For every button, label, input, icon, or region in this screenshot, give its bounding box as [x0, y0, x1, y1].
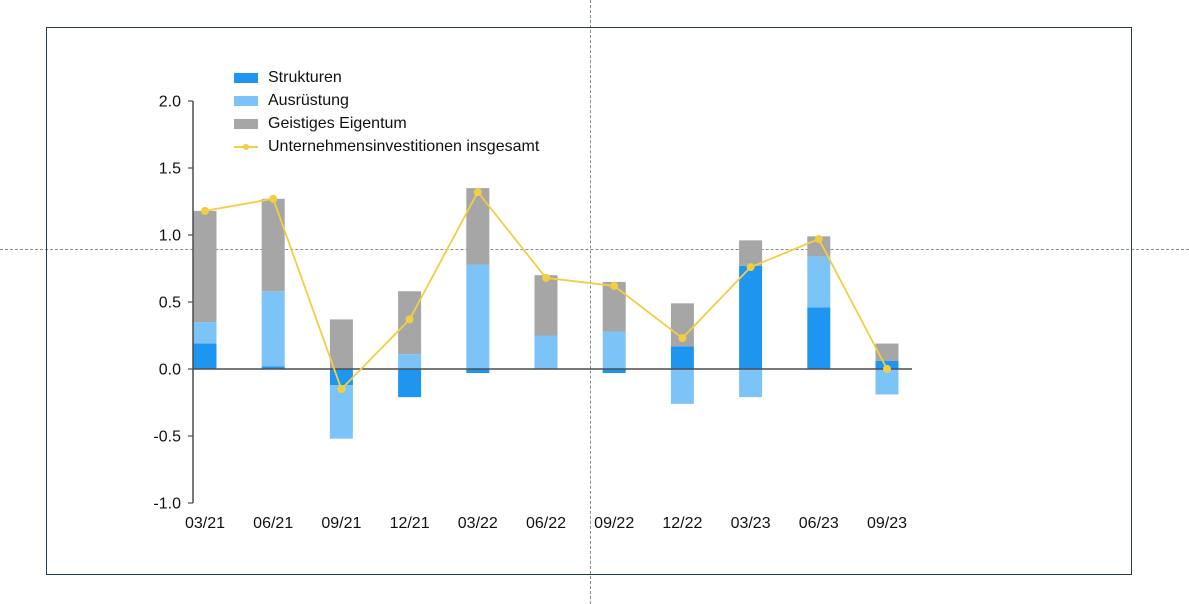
y-tick-label: 0.5	[159, 295, 181, 312]
total-point-12-21	[405, 315, 414, 324]
bar-strukturen-09-22	[602, 369, 626, 374]
vertical-guide-line	[590, 0, 591, 604]
y-tick-label: 0.0	[159, 362, 181, 379]
legend-label-total: Unternehmensinvestitionen insgesamt	[268, 138, 540, 155]
horizontal-guide-line	[0, 249, 1189, 250]
legend-label-geistiges-eigentum: Geistiges Eigentum	[268, 115, 407, 132]
x-tick-label: 06/21	[253, 515, 293, 532]
total-point-06-22	[542, 273, 550, 282]
total-point-09-21	[337, 385, 346, 394]
x-tick-label: 12/22	[662, 515, 702, 532]
bar-geistiges-eigentum-03-22	[466, 188, 490, 265]
legend-swatch-strukturen	[234, 72, 258, 83]
legend-item-total: Unternehmensinvestitionen insgesamt	[234, 135, 539, 158]
bar-geistiges-eigentum-06-21	[261, 198, 285, 292]
bar-geistiges-eigentum-09-22	[602, 281, 626, 332]
total-point-03-21	[201, 206, 209, 215]
x-tick-label: 03/22	[458, 515, 498, 532]
legend-item-ausruestung: Ausrüstung	[234, 89, 539, 112]
total-point-09-22	[610, 281, 619, 290]
total-point-03-23	[746, 263, 755, 272]
bar-geistiges-eigentum-12-22	[670, 303, 694, 347]
legend: Strukturen Ausrüstung Geistiges Eigentum…	[234, 66, 539, 158]
x-tick-label: 03/23	[731, 515, 771, 532]
tick-layer: 2.0 1.5 1.0 0.5 0.0 -0.5 -1.003/21 06/21 09/21 12…	[153, 94, 907, 533]
bar-ausrüstung-06-21	[261, 291, 285, 367]
bar-ausrüstung-09-22	[602, 331, 626, 369]
chart-frame	[46, 27, 1132, 575]
bar-strukturen-09-21	[329, 369, 353, 386]
bar-geistiges-eigentum-06-22	[534, 275, 558, 336]
y-tick-label: -1.0	[153, 496, 181, 513]
total-point-06-21	[269, 194, 278, 203]
legend-item-strukturen: Strukturen	[234, 66, 539, 89]
legend-item-geistiges-eigentum: Geistiges Eigentum	[234, 112, 539, 135]
bar-geistiges-eigentum-09-21	[329, 319, 353, 369]
y-tick-label: 1.0	[159, 228, 181, 245]
bar-ausrüstung-03-22	[466, 264, 490, 369]
bar-strukturen-09-23	[875, 360, 899, 369]
bar-ausrüstung-06-23	[807, 256, 831, 308]
x-tick-label: 09/21	[321, 515, 361, 532]
bar-strukturen-06-23	[807, 307, 831, 369]
x-tick-label: 12/21	[390, 515, 430, 532]
legend-swatch-total	[234, 142, 258, 152]
bar-ausrüstung-09-23	[875, 369, 899, 395]
bar-ausrüstung-03-23	[739, 369, 763, 398]
bar-strukturen-03-23	[739, 265, 763, 369]
bar-strukturen-12-21	[398, 369, 422, 398]
x-tick-label: 03/21	[185, 515, 225, 532]
x-tick-label: 09/23	[867, 515, 907, 532]
total-point-03-22	[473, 188, 482, 197]
x-tick-label: 06/22	[526, 515, 566, 532]
bar-layer	[193, 188, 899, 439]
legend-label-strukturen: Strukturen	[268, 69, 342, 86]
total-point-12-22	[678, 334, 687, 343]
total-point-09-23	[883, 365, 891, 373]
total-line-layer	[201, 188, 891, 394]
legend-label-ausruestung: Ausrüstung	[268, 92, 349, 109]
x-tick-label: 06/23	[799, 515, 839, 532]
bar-ausrüstung-12-21	[398, 354, 422, 369]
legend-swatch-geistiges-eigentum	[234, 118, 258, 129]
y-tick-label: -0.5	[153, 429, 181, 446]
bar-ausrüstung-03-21	[193, 322, 217, 344]
bar-ausrüstung-06-22	[534, 335, 558, 369]
bar-strukturen-12-22	[670, 346, 694, 369]
bar-strukturen-06-21	[261, 366, 285, 369]
x-tick-label: 09/22	[594, 515, 634, 532]
bar-strukturen-03-22	[466, 369, 490, 374]
total-point-06-23	[814, 235, 823, 244]
bar-ausrüstung-12-22	[670, 369, 694, 404]
bar-geistiges-eigentum-03-23	[739, 240, 763, 266]
bar-ausrüstung-09-21	[329, 385, 353, 439]
bar-geistiges-eigentum-03-21	[193, 210, 217, 323]
legend-swatch-ausruestung	[234, 95, 258, 106]
y-tick-label: 2.0	[159, 94, 181, 111]
y-tick-label: 1.5	[159, 161, 181, 178]
bar-strukturen-03-21	[193, 343, 217, 369]
